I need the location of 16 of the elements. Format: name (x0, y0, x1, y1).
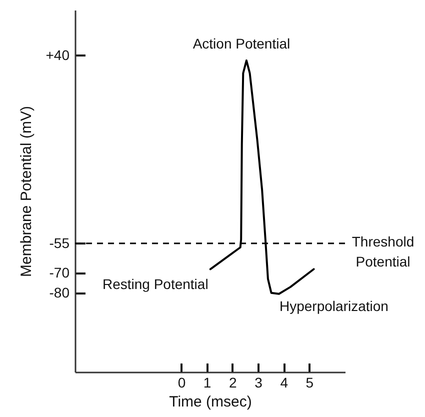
annotation: Hyperpolarization (279, 298, 388, 314)
y-tick-label: +40 (46, 46, 70, 63)
x-tick-label: 5 (306, 374, 314, 390)
x-tick-label: 1 (203, 374, 212, 390)
x-tick-label: 4 (280, 374, 288, 390)
x-tick-label: 2 (228, 374, 237, 390)
y-tick-label: -70 (49, 264, 70, 281)
x-tick-label: 0 (178, 374, 186, 390)
annotation: Action Potential (192, 35, 290, 52)
y-tick-label: -80 (49, 284, 70, 300)
annotation: Resting Potential (102, 276, 208, 292)
x-tick-label: 3 (254, 374, 263, 390)
x-axis-title: Time (msec) (169, 394, 252, 410)
y-axis-title: Membrane Potential (mV) (18, 106, 35, 277)
ref-line-label: Threshold Potential (352, 233, 414, 270)
y-tick-label: -55 (49, 234, 70, 251)
